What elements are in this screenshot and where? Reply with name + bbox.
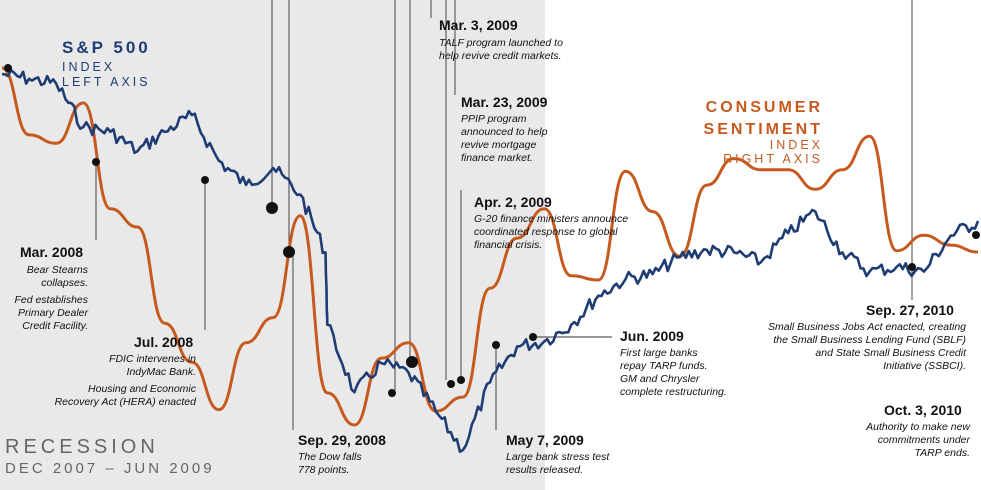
event-line: First large banks xyxy=(620,347,698,359)
event-line: PPIP program xyxy=(461,113,527,125)
event-line: Authority to make new xyxy=(866,421,970,433)
recession-band xyxy=(0,0,545,490)
sentiment-title-1: CONSUMER xyxy=(705,99,823,116)
sentiment-label: CONSUMER SENTIMENT xyxy=(704,97,823,141)
event-line: Small Business Jobs Act enacted, creatin… xyxy=(767,321,966,333)
event-line: repay TARP funds. xyxy=(620,360,708,372)
event-line: Credit Facility. xyxy=(22,320,88,332)
event-line: the Small Business Lending Fund (SBLF) xyxy=(773,334,966,346)
event-line: IndyMac Bank. xyxy=(126,366,196,378)
event-line: collapses. xyxy=(41,277,88,289)
event-line: help revive credit markets. xyxy=(439,50,562,62)
event-line: FDIC intervenes in xyxy=(109,353,196,365)
event-line: coordinated response to global xyxy=(474,226,618,238)
event-title-mar3-2009: Mar. 3, 2009 xyxy=(439,17,518,33)
event-marker xyxy=(201,176,209,184)
event-marker xyxy=(447,380,455,388)
event-text-mar3-2009: TALF program launched to help revive cre… xyxy=(439,37,563,63)
event-text-sep2010: Small Business Jobs Act enacted, creatin… xyxy=(720,321,966,373)
event-text-mar23-2009: PPIP program announced to help revive mo… xyxy=(461,113,547,165)
event-text-mar2008: Bear Stearns collapses. Fed establishes … xyxy=(2,264,88,333)
event-title-apr2009: Apr. 2, 2009 xyxy=(474,194,552,210)
event-line: complete restructuring. xyxy=(620,386,727,398)
event-line: 778 points. xyxy=(298,464,350,476)
event-line: GM and Chrysler xyxy=(620,373,700,385)
event-line: The Dow falls xyxy=(298,451,362,463)
event-title-may2009: May 7, 2009 xyxy=(506,432,584,448)
event-marker xyxy=(972,231,980,239)
sentiment-sub-axis: RIGHT AXIS xyxy=(723,152,823,166)
sp500-sub-axis: LEFT AXIS xyxy=(62,75,151,89)
sentiment-sublabel: INDEX RIGHT AXIS xyxy=(723,138,823,166)
event-line: Housing and Economic xyxy=(88,383,196,395)
event-title-jun2009: Jun. 2009 xyxy=(620,328,684,344)
event-line: G-20 finance ministers announce xyxy=(474,213,629,225)
event-marker xyxy=(492,341,500,349)
event-line: revive mortgage xyxy=(461,139,537,151)
event-marker xyxy=(457,376,465,384)
sp500-sublabel: INDEX LEFT AXIS xyxy=(62,60,151,90)
event-text-apr2009: G-20 finance ministers announce coordina… xyxy=(474,213,628,252)
sentiment-line xyxy=(1,66,979,427)
event-line: Large bank stress test xyxy=(506,451,610,463)
recession-subtitle: DEC 2007 – JUN 2009 xyxy=(5,460,215,477)
event-marker xyxy=(388,389,396,397)
event-line: TARP ends. xyxy=(914,447,970,459)
sp500-label: S&P 500 xyxy=(62,38,151,57)
event-line: results released. xyxy=(506,464,584,476)
sentiment-sub-index: INDEX xyxy=(769,138,823,152)
event-text-sep2008: The Dow falls 778 points. xyxy=(298,451,362,477)
event-line: financial crisis. xyxy=(474,239,543,251)
event-marker xyxy=(92,158,100,166)
recession-title: RECESSION xyxy=(5,436,159,458)
event-text-oct2010: Authority to make new commitments under … xyxy=(820,421,970,460)
event-line: Primary Dealer xyxy=(17,307,88,319)
event-title-oct2010: Oct. 3, 2010 xyxy=(884,402,962,418)
event-line: finance market. xyxy=(461,152,533,164)
event-marker xyxy=(529,333,537,341)
sentiment-title-2: SENTIMENT xyxy=(703,121,823,138)
event-text-may2009: Large bank stress test results released. xyxy=(506,451,609,477)
event-title-mar2008: Mar. 2008 xyxy=(20,244,84,260)
event-title-sep2010: Sep. 27, 2010 xyxy=(866,302,954,318)
event-title-sep2008: Sep. 29, 2008 xyxy=(298,432,386,448)
event-title-mar23-2009: Mar. 23, 2009 xyxy=(461,94,548,110)
event-text-jun2009: First large banks repay TARP funds. GM a… xyxy=(620,347,727,399)
event-line: Initiative (SSBCI). xyxy=(883,360,966,372)
event-marker xyxy=(908,263,916,271)
event-marker xyxy=(283,246,295,258)
event-line: Bear Stearns xyxy=(26,264,88,276)
sp500-line xyxy=(1,68,980,453)
event-line: Recovery Act (HERA) enacted xyxy=(54,396,196,408)
event-line: TALF program launched to xyxy=(439,37,563,49)
event-line: and State Small Business Credit xyxy=(815,347,966,359)
event-line: Fed establishes xyxy=(14,294,88,306)
event-line: commitments under xyxy=(877,434,970,446)
event-marker xyxy=(406,356,418,368)
event-title-jul2008: Jul. 2008 xyxy=(134,334,194,350)
event-text-jul2008: FDIC intervenes in IndyMac Bank. Housing… xyxy=(40,353,196,409)
event-line: announced to help xyxy=(461,126,548,138)
event-marker xyxy=(266,202,278,214)
event-marker xyxy=(4,64,12,72)
sp500-sub-index: INDEX xyxy=(62,60,116,74)
